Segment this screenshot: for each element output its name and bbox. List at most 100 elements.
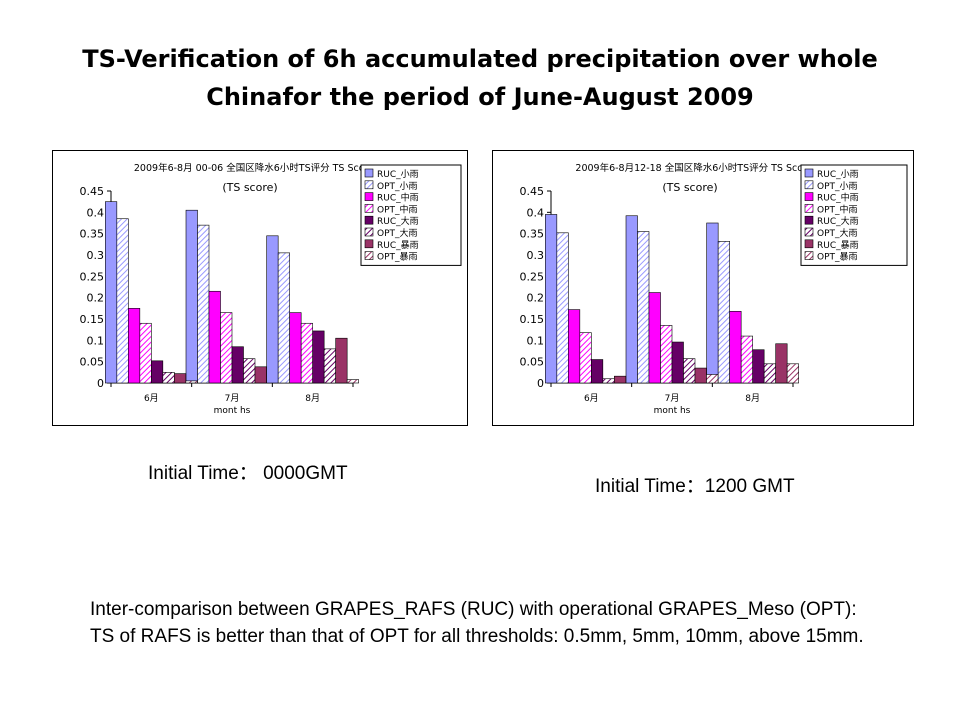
bar <box>323 348 336 384</box>
legend-swatch <box>364 180 374 190</box>
bar <box>625 215 638 384</box>
legend-swatch <box>364 215 374 225</box>
legend-label: OPT_暴雨 <box>377 252 418 263</box>
legend-swatch <box>364 227 374 237</box>
y-tick-label: 0.35 <box>520 228 545 241</box>
legend-swatch <box>364 251 374 260</box>
legend-label: RUC_中雨 <box>377 192 419 204</box>
bar <box>706 374 719 384</box>
legend-box <box>800 164 908 266</box>
y-tick-label: 0.15 <box>520 313 545 326</box>
caption-0000gmt: Initial Time： 0000GMT <box>148 463 348 484</box>
chart-subtitle: (TS score) <box>222 181 277 194</box>
chart-subtitle: (TS score) <box>662 181 717 194</box>
bar <box>277 252 290 384</box>
legend-swatch <box>804 215 814 225</box>
legend-swatch <box>364 239 374 249</box>
x-axis-label: mont hs <box>214 406 251 416</box>
y-tick-label: 0 <box>537 377 544 390</box>
y-tick-label: 0.2 <box>527 292 545 305</box>
x-tick-label: 6月 <box>144 393 159 404</box>
legend-label: OPT_暴雨 <box>817 252 858 263</box>
x-axis-label: mont hs <box>654 406 691 416</box>
bar <box>660 325 673 384</box>
y-tick-label: 0.3 <box>527 249 545 262</box>
legend-swatch <box>804 239 814 249</box>
legend-box <box>360 164 462 266</box>
bar <box>197 224 210 384</box>
bar <box>775 343 788 384</box>
bar <box>208 290 221 384</box>
legend-swatch <box>804 180 814 190</box>
legend-swatch <box>804 204 814 213</box>
bar <box>591 359 604 384</box>
legend-label: OPT_小雨 <box>817 181 858 192</box>
legend-label: RUC_暴雨 <box>817 240 859 251</box>
bar <box>763 363 776 384</box>
legend-label: OPT_大雨 <box>377 227 418 239</box>
x-tick-label: 8月 <box>745 393 760 404</box>
bar <box>231 346 244 384</box>
legend-label: RUC_大雨 <box>817 215 859 227</box>
legend-label: RUC_中雨 <box>817 192 859 204</box>
y-tick-label: 0.3 <box>87 249 105 262</box>
bar <box>614 375 627 384</box>
y-tick-label: 0 <box>97 377 104 390</box>
legend-label: RUC_暴雨 <box>377 240 419 251</box>
y-tick-label: 0.1 <box>527 334 545 347</box>
slide-title: TS-Verification of 6h accumulated precip… <box>40 40 920 116</box>
bar <box>139 322 152 384</box>
legend-swatch <box>804 227 814 237</box>
y-tick-label: 0.45 <box>520 185 545 198</box>
y-tick-label: 0.2 <box>87 292 105 305</box>
title-line-2: Chinafor the period of June-August 2009 <box>206 83 754 111</box>
legend-swatch <box>364 168 374 178</box>
legend-label: RUC_小雨 <box>377 169 419 180</box>
bar <box>185 380 198 384</box>
bar <box>706 222 719 384</box>
y-tick-label: 0.1 <box>87 334 105 347</box>
y-tick-label: 0.4 <box>527 206 545 219</box>
x-tick-label: 7月 <box>665 393 680 404</box>
chart-0000gmt: 2009年6-8月 00-06 全国区降水6小时TS评分 TS Score (TS… <box>52 150 468 426</box>
bar <box>740 335 753 384</box>
bar <box>289 312 302 384</box>
bar <box>300 322 313 384</box>
bar <box>729 311 742 384</box>
bar <box>254 366 267 384</box>
bar <box>786 363 799 384</box>
bar <box>545 214 558 384</box>
title-line-1: TS-Verification of 6h accumulated precip… <box>82 45 878 73</box>
legend-label: OPT_中雨 <box>817 203 858 215</box>
chart-title: 2009年6-8月 00-06 全国区降水6小时TS评分 TS Score <box>134 162 374 174</box>
y-tick-label: 0.05 <box>520 356 545 369</box>
legend-swatch <box>364 192 374 201</box>
legend-swatch <box>804 251 814 260</box>
x-tick-label: 8月 <box>305 393 320 404</box>
legend-label: OPT_大雨 <box>817 227 858 239</box>
legend-label: OPT_中雨 <box>377 203 418 215</box>
y-tick-label: 0.4 <box>87 206 105 219</box>
bar <box>151 360 164 384</box>
bar <box>243 358 256 384</box>
bar <box>694 367 707 384</box>
legend-swatch <box>364 204 374 213</box>
bar <box>185 209 198 384</box>
bar <box>116 218 129 384</box>
bar <box>220 312 233 384</box>
chart-svg-1200gmt: 2009年6-8月12-18 全国区降水6小时TS评分 TS Score (TS … <box>520 162 908 416</box>
bar <box>648 292 661 384</box>
y-tick-label: 0.15 <box>80 313 105 326</box>
bar <box>335 337 348 384</box>
bar <box>346 379 359 384</box>
bar <box>579 332 592 384</box>
bar <box>128 308 141 384</box>
y-tick-label: 0.05 <box>80 356 105 369</box>
y-tick-label: 0.25 <box>520 270 545 283</box>
caption-1200gmt: Initial Time：1200 GMT <box>595 476 795 497</box>
legend-label: RUC_小雨 <box>817 169 859 180</box>
legend-swatch <box>804 192 814 201</box>
description-text: Inter-comparison between GRAPES_RAFS (RU… <box>90 599 864 647</box>
bar <box>568 309 581 384</box>
bar <box>717 241 730 384</box>
